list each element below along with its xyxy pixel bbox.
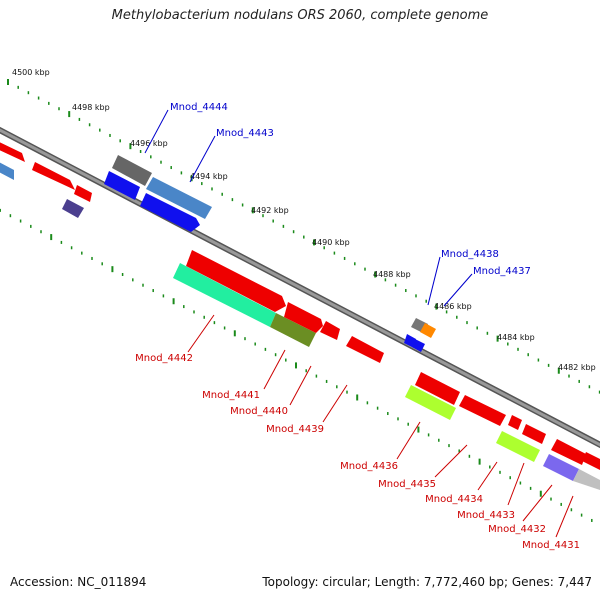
leader-line [427,256,441,306]
scale-label: 4488 kbp [373,270,411,279]
gene-arrow[interactable] [551,439,586,465]
leader-line [443,273,473,307]
gene-label-Mnod_4432[interactable]: Mnod_4432 [488,524,546,535]
gene-arrow[interactable] [412,339,425,352]
gene-label-Mnod_4441[interactable]: Mnod_4441 [202,390,260,401]
gene-Mnod_4442[interactable] [173,263,276,327]
forward-strand-genes [0,140,436,352]
scale-label: 4498 kbp [72,103,110,112]
gene-label-Mnod_4444[interactable]: Mnod_4444 [170,102,228,113]
gene-arrow[interactable] [320,321,340,340]
leader-line [187,314,215,353]
gene-label-Mnod_4443[interactable]: Mnod_4443 [216,128,274,139]
scale-ticks [0,79,600,522]
gene-label-Mnod_4436[interactable]: Mnod_4436 [340,461,398,472]
leader-line [189,135,216,183]
leader-line [263,349,286,390]
reverse-leader-lines [187,314,574,538]
gene-Mnod_4439[interactable] [346,336,384,363]
gene-Mnod_4431[interactable] [573,469,600,490]
scale-label: 4492 kbp [251,206,289,215]
gene-arrow[interactable] [140,193,200,232]
gene-Mnod_4432[interactable] [543,454,579,481]
leader-line [396,421,421,460]
gene-arrow[interactable] [112,155,152,186]
gene-arrow[interactable] [0,140,25,162]
gene-label-Mnod_4440[interactable]: Mnod_4440 [230,406,288,417]
gene-label-Mnod_4431[interactable]: Mnod_4431 [522,540,580,551]
gene-Mnod_4436[interactable] [405,385,456,420]
scale-label: 4486 kbp [434,302,472,311]
leader-line [507,462,525,506]
leader-line [322,384,348,423]
gene-arrow[interactable] [0,160,14,180]
leader-line [522,484,553,522]
leader-line [555,495,574,538]
genome-backbone [0,128,600,447]
gene-Mnod_4435[interactable] [459,395,506,426]
scale-label: 4484 kbp [497,333,535,342]
gene-label-Mnod_4439[interactable]: Mnod_4439 [266,424,324,435]
gene-arrow[interactable] [284,302,323,333]
forward-gene-labels: Mnod_4444 Mnod_4443 Mnod_4438 Mnod_4437 [170,102,531,277]
gene-label-Mnod_4433[interactable]: Mnod_4433 [457,510,515,521]
gene-arrow[interactable] [32,162,75,190]
gene-Mnod_4441[interactable] [270,313,316,347]
accession-text: Accession: NC_011894 [10,575,147,589]
gene-arrow[interactable] [62,199,84,218]
gene-Mnod_4440[interactable] [186,250,286,312]
gene-label-Mnod_4437[interactable]: Mnod_4437 [473,266,531,277]
gene-Mnod_4433[interactable] [496,431,540,462]
genome-summary-text: Topology: circular; Length: 7,772,460 bp… [262,575,592,589]
gene-arrow[interactable] [74,185,92,202]
forward-leader-lines [144,109,473,307]
gene-label-Mnod_4434[interactable]: Mnod_4434 [425,494,483,505]
gene-arrow[interactable] [415,372,460,405]
scale-label: 4482 kbp [558,363,596,372]
gene-label-Mnod_4442[interactable]: Mnod_4442 [135,353,193,364]
gene-label-Mnod_4438[interactable]: Mnod_4438 [441,249,499,260]
gene-Mnod_4437[interactable] [420,323,436,338]
leader-line [144,109,169,154]
gene-Mnod_4434[interactable] [508,415,522,430]
gene-arrow[interactable] [522,424,546,444]
scale-label: 4496 kbp [130,139,168,148]
scale-labels: 4500 kbp 4498 kbp 4496 kbp 4494 kbp 4492… [12,68,596,372]
leader-line [434,444,468,478]
reverse-gene-labels: Mnod_4442 Mnod_4441 Mnod_4440 Mnod_4439 … [135,353,580,551]
leader-line [289,365,312,406]
scale-label: 4500 kbp [12,68,50,77]
map-title: Methylobacterium nodulans ORS 2060, comp… [111,8,489,23]
gene-Mnod_4444[interactable] [104,171,140,200]
scale-label: 4490 kbp [312,238,350,247]
gene-label-Mnod_4435[interactable]: Mnod_4435 [378,479,436,490]
reverse-strand-genes [173,250,600,490]
gene-Mnod_4443[interactable] [146,177,212,219]
leader-line [477,461,498,491]
scale-label: 4494 kbp [190,172,228,181]
gene-arrow[interactable] [582,452,600,470]
